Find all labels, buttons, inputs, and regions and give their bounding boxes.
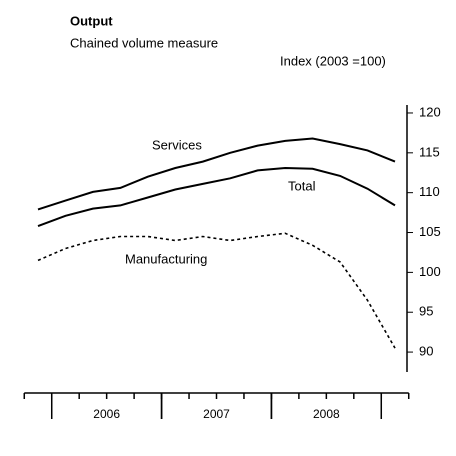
series-label: Total <box>288 178 316 193</box>
x-group-label: 2006 <box>93 407 120 421</box>
y-tick-label: 95 <box>419 304 433 319</box>
y-axis-label: Index (2003 =100) <box>280 53 386 68</box>
x-group-label: 2008 <box>313 407 340 421</box>
x-group-label: 2007 <box>203 407 230 421</box>
series-label: Manufacturing <box>125 251 207 266</box>
series-line <box>37 166 396 228</box>
y-tick-label: 120 <box>419 104 441 119</box>
y-tick-label: 100 <box>419 264 441 279</box>
y-tick-label: 105 <box>419 224 441 239</box>
chart-title: Output <box>70 13 113 28</box>
series-line <box>37 232 396 349</box>
series-label: Services <box>152 137 202 152</box>
y-tick-label: 115 <box>419 144 440 159</box>
series-line <box>37 137 396 211</box>
y-tick-label: 90 <box>419 344 433 359</box>
chart-subtitle: Chained volume measure <box>70 35 218 50</box>
y-tick-label: 110 <box>419 184 440 199</box>
